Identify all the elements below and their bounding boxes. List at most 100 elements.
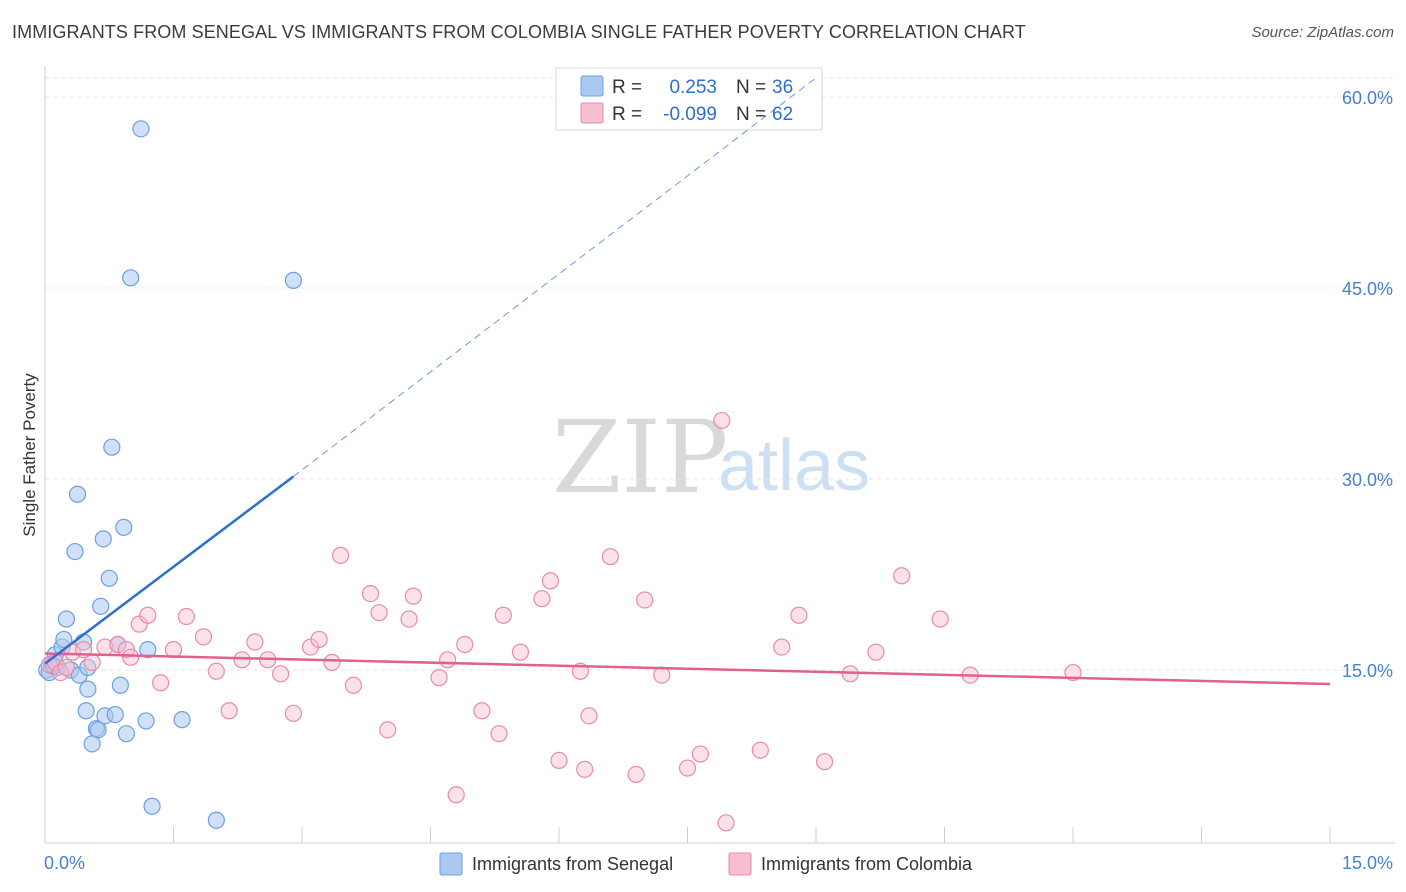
- colombia-point-49: [627, 765, 645, 784]
- colombia-point-20: [246, 633, 264, 651]
- senegal-point-26: [111, 676, 129, 694]
- colombia-point-23: [284, 704, 303, 722]
- y-tick-labels: 15.0% 30.0% 45.0% 60.0%: [1342, 88, 1393, 681]
- legend-swatch-colombia: [580, 102, 604, 124]
- colombia-point-37: [456, 635, 474, 654]
- colombia-point-26: [323, 653, 341, 671]
- colombia-point-30: [370, 604, 388, 622]
- colombia-point-17: [207, 662, 225, 680]
- senegal-point-20: [94, 530, 112, 548]
- colombia-point-55: [717, 814, 735, 832]
- x-tick-label-1: 15.0%: [1342, 853, 1393, 873]
- senegal-point-7: [57, 610, 76, 628]
- senegal-point-18: [89, 721, 107, 739]
- colombia-point-11: [130, 615, 148, 633]
- x-tick-labels: 0.0% 15.0%: [44, 853, 1393, 873]
- colombia-point-54: [713, 411, 731, 430]
- legend-r-label-senegal: R =: [612, 77, 642, 98]
- colombia-point-10: [122, 648, 140, 666]
- stats-legend: R = 0.253 N = 36 R = -0.099 N = 62: [555, 67, 823, 131]
- colombia-point-59: [815, 753, 834, 771]
- colombia-point-35: [439, 651, 457, 669]
- colombia-point-15: [177, 607, 195, 626]
- legend-n-value-colombia: 62: [772, 104, 793, 125]
- watermark-atlas: atlas: [718, 426, 870, 506]
- bottom-legend-label-colombia: Immigrants from Colombia: [761, 854, 973, 874]
- series-senegal-points: [38, 120, 303, 829]
- legend-r-value-colombia: -0.099: [663, 104, 717, 125]
- senegal-point-28: [117, 725, 135, 743]
- colombia-point-62: [893, 567, 911, 585]
- senegal-point-34: [173, 711, 191, 729]
- bottom-legend-label-senegal: Immigrants from Senegal: [472, 854, 673, 874]
- senegal-point-14: [79, 680, 97, 698]
- colombia-point-56: [751, 741, 769, 759]
- legend-r-value-senegal: 0.253: [669, 77, 717, 98]
- senegal-point-32: [139, 641, 157, 659]
- x-tick-label-0: 0.0%: [44, 853, 85, 873]
- y-tick-label-1: 30.0%: [1342, 470, 1393, 490]
- bottom-legend-swatch-colombia: [728, 852, 752, 876]
- senegal-point-33: [143, 797, 161, 815]
- colombia-point-36: [447, 786, 465, 804]
- trend-line-colombia: [44, 652, 1331, 686]
- series-legend: Immigrants from Senegal Immigrants from …: [439, 852, 973, 876]
- senegal-point-13: [77, 702, 95, 720]
- watermark-zip: ZIP: [552, 399, 728, 516]
- colombia-point-3: [57, 658, 76, 677]
- colombia-point-50: [636, 591, 654, 609]
- colombia-point-29: [361, 584, 380, 603]
- senegal-point-10: [68, 485, 87, 503]
- colombia-point-63: [931, 610, 949, 628]
- colombia-point-8: [109, 635, 127, 654]
- colombia-point-38: [473, 702, 491, 720]
- colombia-point-57: [773, 638, 791, 656]
- chart-title: IMMIGRANTS FROM SENEGAL VS IMMIGRANTS FR…: [12, 22, 1026, 42]
- senegal-point-35: [207, 811, 225, 829]
- legend-swatch-senegal: [580, 75, 604, 97]
- legend-n-label-colombia: N =: [736, 104, 766, 125]
- axes: [44, 66, 1395, 844]
- colombia-point-44: [550, 751, 568, 770]
- colombia-point-39: [490, 725, 508, 743]
- colombia-point-19: [233, 651, 251, 669]
- senegal-point-36: [284, 271, 303, 289]
- colombia-point-32: [400, 610, 418, 628]
- senegal-point-23: [103, 438, 121, 456]
- colombia-point-46: [576, 760, 594, 778]
- senegal-point-24: [106, 705, 124, 724]
- colombia-point-48: [601, 548, 620, 566]
- colombia-point-13: [152, 674, 170, 692]
- trend-line-senegal: [44, 475, 295, 665]
- colombia-point-28: [344, 676, 362, 694]
- y-tick-label-3: 60.0%: [1342, 88, 1393, 108]
- senegal-point-31: [137, 712, 155, 730]
- colombia-point-27: [331, 546, 350, 565]
- senegal-point-6: [55, 630, 73, 649]
- senegal-point-9: [66, 542, 84, 561]
- bottom-legend-swatch-senegal: [439, 852, 463, 876]
- trend-line-senegal-extended: [293, 77, 817, 477]
- colombia-point-16: [194, 628, 213, 646]
- colombia-point-41: [511, 643, 530, 661]
- grid-lines: [45, 77, 1395, 671]
- legend-n-label-senegal: N =: [736, 77, 766, 98]
- colombia-point-47: [580, 707, 598, 725]
- colombia-point-53: [691, 745, 709, 763]
- y-tick-label-2: 45.0%: [1342, 279, 1393, 299]
- colombia-point-58: [790, 606, 808, 624]
- senegal-point-27: [115, 518, 133, 536]
- senegal-point-30: [132, 120, 150, 138]
- colombia-point-18: [220, 702, 238, 720]
- colombia-point-65: [1064, 663, 1082, 682]
- series-colombia-points: [40, 411, 1082, 832]
- colombia-point-22: [271, 665, 290, 683]
- colombia-point-33: [404, 587, 422, 605]
- trend-lines: [44, 77, 1331, 686]
- colombia-point-52: [678, 759, 697, 777]
- y-tick-label-0: 15.0%: [1342, 661, 1393, 681]
- colombia-point-61: [867, 643, 885, 661]
- y-axis-label: Single Father Poverty: [20, 373, 39, 537]
- colombia-point-12: [139, 606, 157, 624]
- colombia-point-42: [533, 590, 551, 608]
